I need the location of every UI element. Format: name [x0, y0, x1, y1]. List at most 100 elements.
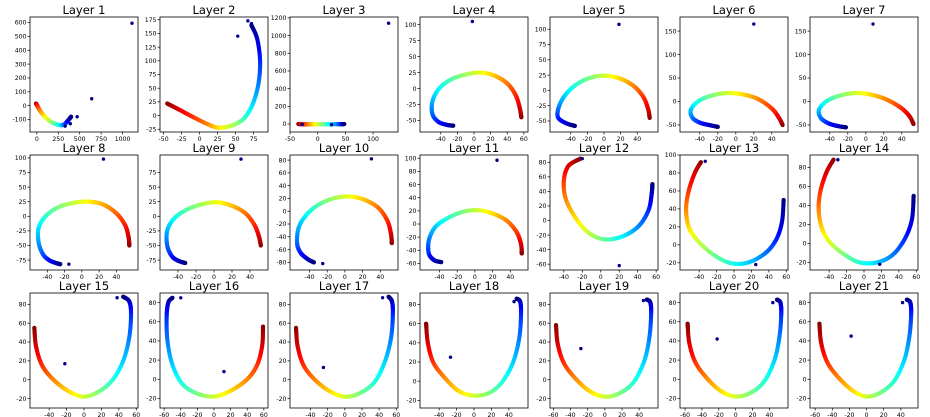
panel-layer-20: Layer 20 -60 -40 -20 0 20 40 -20 0 20 40 60 80: [666, 279, 789, 417]
y-tick-label: 50: [409, 54, 417, 61]
panel-layer-12: Layer 12 -40 -20 0 20 40 60 -60 -40 -20 0 20 40 60 80: [536, 141, 660, 281]
y-tick-label: -75: [16, 257, 26, 264]
y-tick-label: 60: [279, 320, 287, 327]
x-tick-label: -20: [322, 274, 332, 281]
x-tick-label: -20: [62, 412, 72, 417]
outlier-point: [68, 121, 72, 126]
x-tick-label: 750: [95, 136, 107, 143]
y-tick-label: 0: [23, 213, 27, 220]
outlier-point: [871, 22, 875, 26]
x-tick-label: 0: [212, 274, 216, 281]
plot-frame: [159, 154, 269, 271]
x-tick-label: 60: [652, 274, 660, 281]
x-tick-label: 0: [343, 274, 347, 281]
y-tick-label: 40: [799, 203, 807, 210]
x-tick-label: 25: [214, 136, 222, 143]
y-tick-label: 25: [409, 70, 417, 77]
points-group: [165, 19, 263, 130]
outlier-point: [75, 115, 79, 119]
outlier-point: [300, 122, 304, 127]
y-tick-label: 80: [279, 157, 287, 164]
data-point: [644, 297, 649, 302]
x-tick-label: 0: [602, 136, 606, 143]
plot-frame: [29, 16, 139, 133]
plot-frame: [419, 154, 529, 271]
y-tick-label: 60: [409, 321, 417, 328]
y-tick-label: -20: [796, 396, 806, 403]
y-tick-label: -20: [16, 396, 26, 403]
y-tick-label: 200: [275, 104, 287, 111]
y-tick-label: 0: [153, 113, 157, 120]
panel-layer-2: Layer 2-50 -25 0 25 50 75-2502550751001251501…: [145, 3, 269, 143]
x-tick-label: 20: [487, 412, 495, 417]
y-tick-label: 20: [149, 357, 157, 364]
y-tick-label: -50: [666, 122, 676, 129]
x-tick-label: 0: [865, 412, 869, 417]
x-tick-label: 0: [316, 136, 320, 143]
x-tick-label: 40: [246, 274, 254, 281]
y-tick-label: 300: [15, 61, 27, 68]
y-tick-label: 20: [279, 196, 287, 203]
x-tick-label: -60: [680, 412, 690, 417]
x-tick-label: 20: [358, 412, 366, 417]
panel-layer-19: Layer 19 -60 -40 -20 0 20 40 -20 0 20 40 60 80: [536, 279, 659, 417]
panel-title: Layer 8: [62, 141, 105, 155]
y-tick-label: 25: [19, 199, 27, 206]
x-tick-label: -20: [191, 274, 201, 281]
y-tick-label: 0: [413, 86, 417, 93]
panel-layer-18: Layer 18 -40 -20 0 20 40 -20 0 20 40 60 80: [406, 279, 529, 417]
x-tick-label: 20: [359, 274, 367, 281]
y-tick-label: 20: [539, 203, 547, 210]
x-tick-label: 0: [734, 136, 738, 143]
panel-title: Layer 5: [582, 3, 625, 17]
y-tick-label: -60: [276, 247, 286, 254]
y-tick-label: -50: [536, 118, 546, 125]
y-tick-label: 0: [283, 121, 287, 128]
panel-layer-17: Layer 17 -40 -20 0 20 40 60 -20 0 20 40 60 80: [276, 279, 400, 417]
panel-title: Layer 9: [192, 141, 235, 155]
data-point: [311, 260, 316, 265]
y-tick-label: 20: [669, 357, 677, 364]
x-tick-label: 0: [212, 412, 216, 417]
plot-frame: [809, 292, 919, 409]
x-tick-label: 40: [766, 412, 774, 417]
x-tick-label: -60: [810, 412, 820, 417]
plot-frame: [29, 154, 139, 271]
y-tick-label: 600: [275, 68, 287, 75]
y-tick-label: 80: [799, 165, 807, 172]
outlier-point: [849, 334, 853, 338]
y-tick-label: -75: [146, 257, 156, 264]
plot-frame: [419, 292, 529, 409]
panel-title: Layer 14: [839, 141, 889, 155]
outlier-point: [900, 300, 905, 305]
x-tick-label: -40: [436, 136, 446, 143]
y-tick-label: 60: [669, 188, 677, 195]
x-tick-label: 20: [615, 274, 623, 281]
x-tick-label: 0: [35, 136, 39, 143]
y-tick-label: 40: [409, 340, 417, 347]
y-tick-label: 20: [799, 357, 807, 364]
x-tick-label: 50: [341, 136, 349, 143]
y-tick-label: -20: [666, 396, 676, 403]
y-tick-label: -25: [536, 103, 546, 110]
points-group: [684, 159, 786, 267]
y-tick-label: 80: [799, 300, 807, 307]
y-tick-label: 400: [15, 47, 27, 54]
y-tick-label: 0: [803, 99, 807, 106]
x-tick-label: -40: [695, 136, 705, 143]
x-tick-label: -40: [824, 274, 834, 281]
outlier-point: [246, 19, 250, 23]
y-tick-label: 100: [15, 89, 27, 96]
x-tick-label: -20: [577, 274, 587, 281]
x-tick-label: 40: [376, 274, 384, 281]
x-tick-label: 50: [232, 136, 240, 143]
panel-layer-4: Layer 4 -40 -20 0 20 40 60 -50 -25 0 25 50 75 100: [405, 3, 529, 143]
y-tick-label: 40: [409, 195, 417, 202]
x-tick-label: -40: [566, 412, 576, 417]
x-tick-label: -40: [176, 412, 186, 417]
outlier-point: [369, 157, 374, 161]
y-tick-label: -20: [406, 234, 416, 241]
panel-layer-14: Layer 14 -40 -20 0 20 40 60 -20 0 20 40 60 80: [796, 141, 920, 281]
y-tick-label: 20: [19, 358, 27, 365]
